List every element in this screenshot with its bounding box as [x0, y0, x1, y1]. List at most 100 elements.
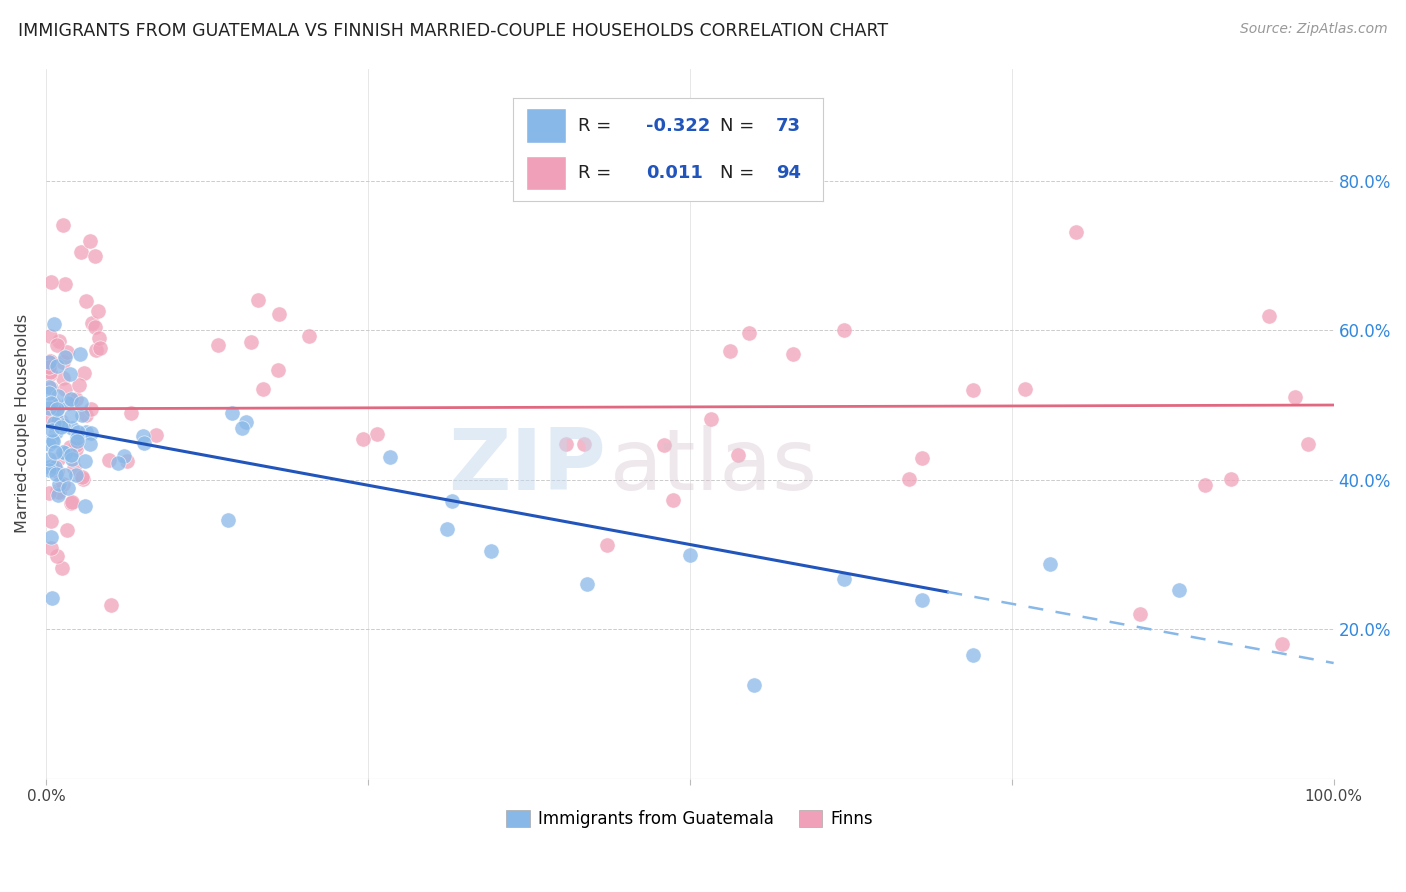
- Point: [1064, 225, 1087, 239]
- Point: [49, 420, 72, 434]
- Point: [53, 446, 76, 460]
- Text: atlas: atlas: [610, 425, 818, 508]
- Point: [51, 560, 73, 574]
- Point: [52, 477, 75, 491]
- Point: [41, 591, 63, 606]
- Point: [115, 454, 138, 468]
- Point: [52, 444, 75, 458]
- Point: [100, 598, 122, 612]
- Point: [652, 438, 675, 452]
- Point: [41, 433, 63, 447]
- Point: [75, 425, 97, 439]
- Text: 0.011: 0.011: [647, 164, 703, 182]
- Point: [727, 448, 749, 462]
- Point: [41, 423, 63, 437]
- Point: [1271, 637, 1294, 651]
- Point: [73, 366, 96, 380]
- Point: [38, 401, 60, 415]
- Point: [207, 338, 229, 352]
- Point: [75, 409, 97, 423]
- Point: [679, 548, 702, 562]
- Text: 73: 73: [776, 117, 801, 135]
- Text: N =: N =: [720, 117, 755, 135]
- Bar: [526, 155, 565, 190]
- Point: [1194, 478, 1216, 492]
- Point: [834, 572, 856, 586]
- Point: [574, 437, 596, 451]
- Point: [44, 397, 66, 411]
- Point: [46, 488, 69, 502]
- Point: [221, 406, 243, 420]
- Point: [46, 401, 69, 415]
- Point: [59, 367, 82, 381]
- Point: [52, 355, 75, 369]
- Point: [52, 417, 75, 432]
- Point: [42, 434, 65, 449]
- Point: [56, 523, 79, 537]
- Point: [66, 431, 89, 445]
- Point: [66, 434, 89, 448]
- Point: [267, 363, 290, 377]
- Point: [217, 513, 239, 527]
- Point: [59, 448, 82, 462]
- Point: [114, 449, 136, 463]
- Point: [45, 415, 67, 429]
- Point: [48, 476, 70, 491]
- Point: [39, 409, 62, 424]
- Point: [56, 481, 79, 495]
- Point: [65, 468, 87, 483]
- Point: [60, 494, 83, 508]
- Point: [378, 450, 401, 464]
- Point: [38, 367, 60, 381]
- Point: [98, 452, 121, 467]
- Point: [441, 494, 464, 508]
- Point: [366, 426, 388, 441]
- Point: [738, 326, 761, 341]
- Point: [44, 460, 66, 475]
- Point: [53, 277, 76, 292]
- Point: [89, 331, 111, 345]
- Point: [38, 463, 60, 477]
- Point: [49, 414, 72, 428]
- Point: [910, 450, 932, 465]
- Point: [39, 396, 62, 410]
- Point: [75, 453, 97, 467]
- Point: [1284, 390, 1306, 404]
- Point: [39, 275, 62, 289]
- Point: [87, 304, 110, 318]
- Point: [718, 343, 741, 358]
- Point: [65, 438, 87, 452]
- Point: [38, 360, 60, 375]
- Point: [70, 409, 93, 423]
- Point: [75, 294, 97, 309]
- Point: [53, 350, 76, 364]
- Point: [1014, 383, 1036, 397]
- Point: [73, 499, 96, 513]
- Point: [962, 383, 984, 397]
- Point: [39, 381, 62, 395]
- Point: [41, 541, 63, 556]
- Point: [120, 407, 142, 421]
- Point: [145, 427, 167, 442]
- Point: [962, 648, 984, 662]
- Point: [69, 244, 91, 259]
- Point: [79, 234, 101, 248]
- Point: [298, 329, 321, 343]
- Point: [45, 464, 67, 478]
- Point: [352, 432, 374, 446]
- Point: [45, 549, 67, 564]
- Point: [52, 370, 75, 384]
- Point: [575, 577, 598, 591]
- Point: [910, 593, 932, 607]
- Point: [235, 415, 257, 429]
- Text: N =: N =: [720, 164, 755, 182]
- Point: [59, 392, 82, 407]
- Point: [132, 436, 155, 450]
- Point: [1219, 472, 1241, 486]
- Point: [436, 522, 458, 536]
- Point: [700, 411, 723, 425]
- Point: [53, 382, 76, 396]
- Point: [65, 392, 87, 406]
- Point: [1168, 583, 1191, 598]
- Point: [89, 341, 111, 355]
